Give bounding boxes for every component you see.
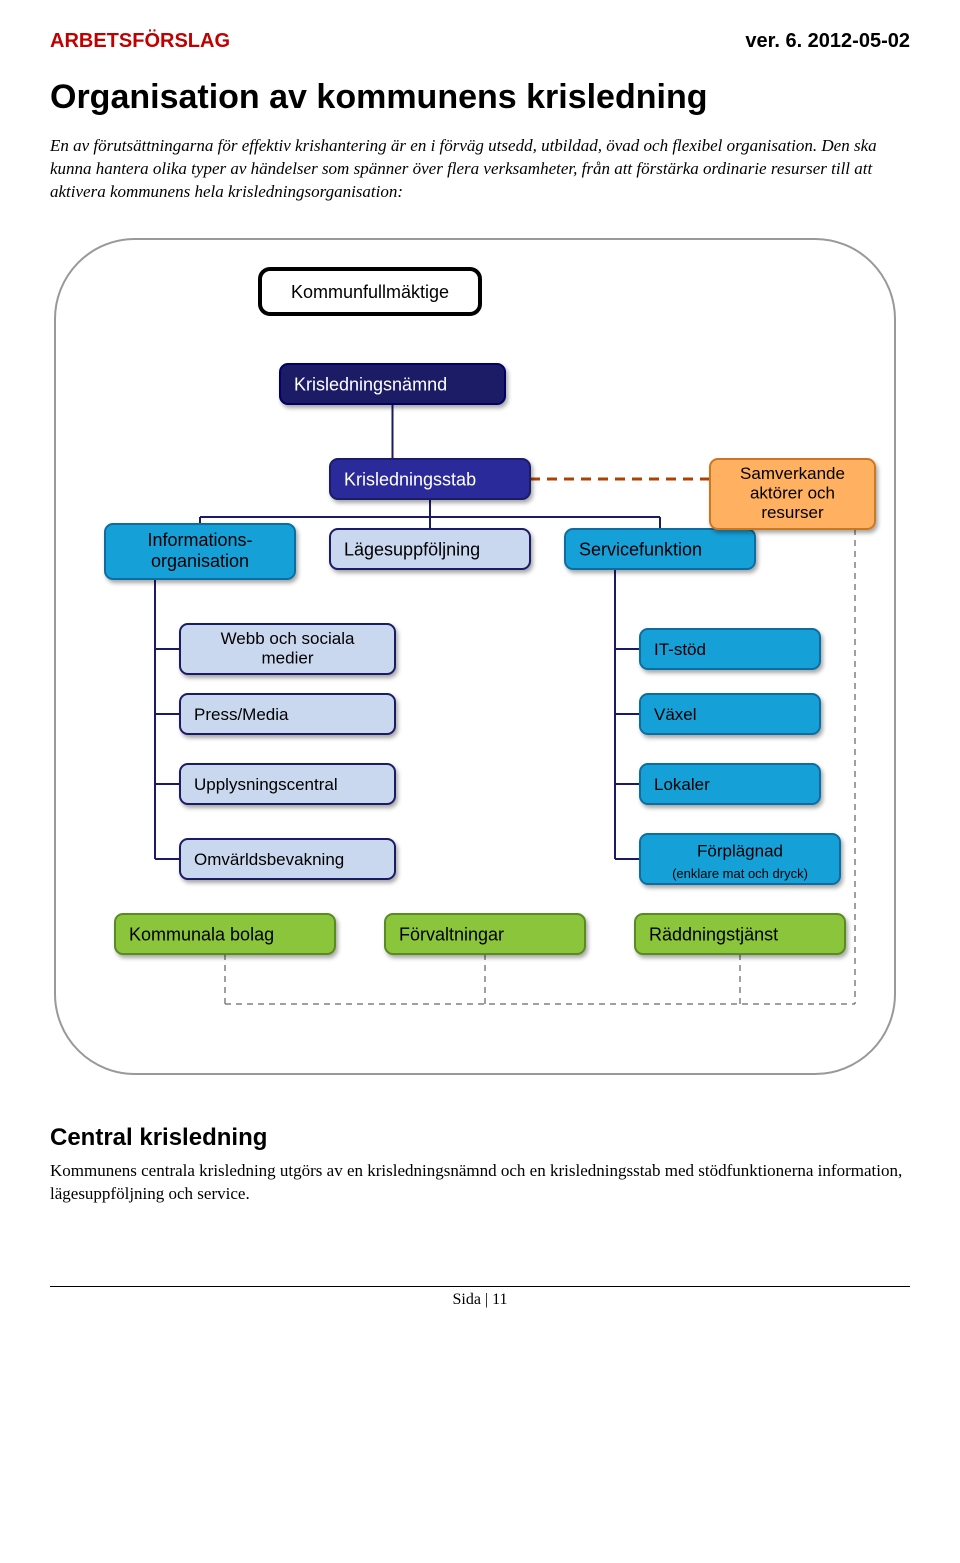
svg-text:Krisledningsstab: Krisledningsstab [344, 469, 476, 489]
svg-text:Samverkande: Samverkande [740, 464, 845, 483]
svg-text:Förplägnad: Förplägnad [697, 841, 783, 860]
svg-text:Lokaler: Lokaler [654, 775, 710, 794]
section-body: Kommunens centrala krisledning utgörs av… [50, 1160, 910, 1206]
node-krisledningsnamnd: Krisledningsnämnd [280, 364, 505, 404]
node-press: Press/Media [180, 694, 395, 734]
node-forvaltningar: Förvaltningar [385, 914, 585, 954]
svg-text:Webb och sociala: Webb och sociala [221, 629, 355, 648]
header-right: ver. 6. 2012-05-02 [745, 30, 910, 53]
node-lagesuppfoljning: Lägesuppföljning [330, 529, 530, 569]
node-lokaler: Lokaler [640, 764, 820, 804]
svg-text:aktörer och: aktörer och [750, 483, 835, 502]
node-krisledningsstab: Krisledningsstab [330, 459, 530, 499]
svg-text:Lägesuppföljning: Lägesuppföljning [344, 539, 480, 559]
svg-text:Upplysningscentral: Upplysningscentral [194, 775, 338, 794]
header-left: ARBETSFÖRSLAG [50, 30, 230, 53]
intro-paragraph: En av förutsättningarna för effektiv kri… [50, 135, 910, 204]
node-upplysning: Upplysningscentral [180, 764, 395, 804]
node-vaxel: Växel [640, 694, 820, 734]
svg-text:Press/Media: Press/Media [194, 705, 289, 724]
svg-text:Förvaltningar: Förvaltningar [399, 924, 504, 944]
org-chart-diagram: Kommunfullmäktige Krisledningsnämnd Krisle… [50, 234, 910, 1084]
svg-text:Räddningstjänst: Räddningstjänst [649, 924, 778, 944]
section-title: Central krisledning [50, 1124, 910, 1152]
node-kommunala: Kommunala bolag [115, 914, 335, 954]
node-forplagnad: Förplägnad (enklare mat och dryck) [640, 834, 840, 884]
svg-text:IT-stöd: IT-stöd [654, 640, 706, 659]
svg-text:Krisledningsnämnd: Krisledningsnämnd [294, 374, 447, 394]
node-itstod: IT-stöd [640, 629, 820, 669]
svg-text:resurser: resurser [761, 503, 824, 522]
page-title: Organisation av kommunens krisledning [50, 78, 910, 117]
svg-text:organisation: organisation [151, 551, 249, 571]
node-webb: Webb och socialamedier [180, 624, 395, 674]
svg-text:medier: medier [262, 648, 314, 667]
svg-text:Kommunala bolag: Kommunala bolag [129, 924, 274, 944]
node-servicefunktion: Servicefunktion [565, 529, 755, 569]
node-informations: Informations-organisation [105, 524, 295, 579]
node-kommunfullmaktige: Kommunfullmäktige [260, 269, 480, 314]
svg-text:Växel: Växel [654, 705, 697, 724]
svg-text:Kommunfullmäktige: Kommunfullmäktige [291, 282, 449, 302]
svg-text:(enklare mat och dryck): (enklare mat och dryck) [672, 866, 808, 881]
svg-text:Servicefunktion: Servicefunktion [579, 539, 702, 559]
page-footer: Sida | 11 [50, 1286, 910, 1309]
node-omvarlds: Omvärldsbevakning [180, 839, 395, 879]
svg-text:Informations-: Informations- [147, 530, 252, 550]
node-raddning: Räddningstjänst [635, 914, 845, 954]
svg-text:Omvärldsbevakning: Omvärldsbevakning [194, 850, 344, 869]
node-samverkande: Samverkandeaktörer ochresurser [710, 459, 875, 529]
